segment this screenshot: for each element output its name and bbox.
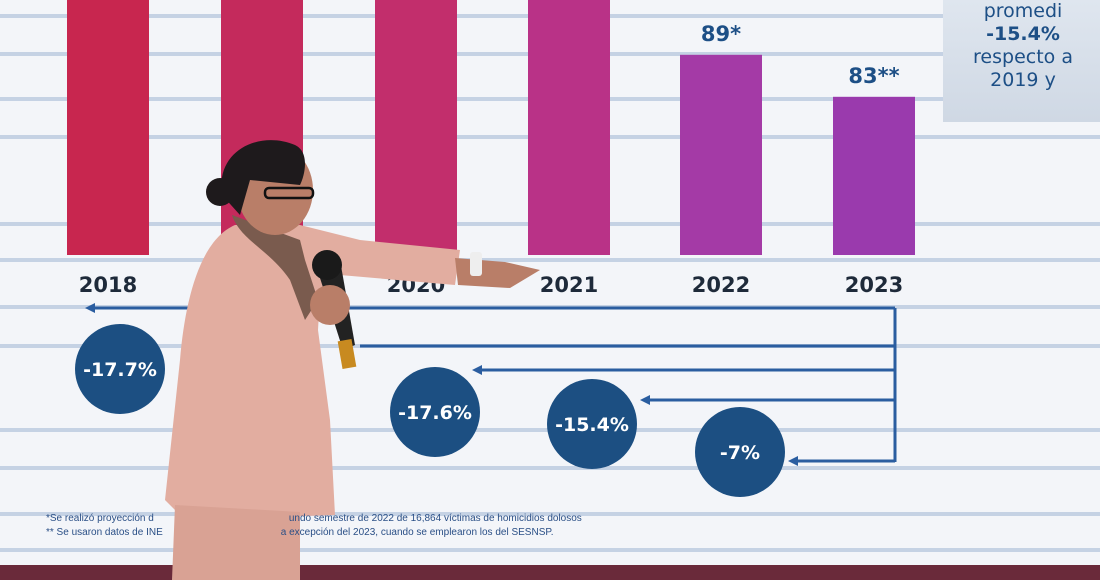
footnote-part: *Se realizó proyección d [46, 513, 154, 524]
change-label-2021: -15.4% [555, 414, 629, 436]
grid-line [0, 466, 1100, 470]
summary-box: promedi -15.4% respecto a 2019 y [943, 0, 1100, 122]
screen-bottom-edge [0, 565, 1100, 580]
grid-line [0, 548, 1100, 552]
bars [67, 0, 915, 255]
data-label-2023: 83** [848, 64, 899, 88]
change-label-2020: -17.6% [398, 402, 472, 424]
bar-2023 [833, 96, 915, 255]
footnote-part: a excepción del 2023, cuando se emplearo… [280, 527, 554, 538]
change-circle-2022 [695, 407, 785, 497]
tick-label-2018: 2018 [79, 273, 137, 297]
bar-2022 [680, 54, 762, 255]
presenter [165, 140, 540, 580]
footnote-2: ** Se usaron datos de INE a excepción del… [46, 527, 554, 538]
change-circle-2020 [390, 367, 480, 457]
tick-label-2022: 2022 [692, 273, 750, 297]
grid-line [0, 512, 1100, 516]
footnote-part: undo semestre de 2022 de 16,864 víctimas… [288, 513, 582, 524]
summary-line: promedi [983, 0, 1063, 22]
summary-line: respecto a [973, 46, 1073, 68]
bar-2021 [528, 0, 610, 255]
summary-percent: -15.4% [986, 23, 1060, 45]
arrow-head [788, 456, 798, 466]
footnote-part: ** Se usaron datos de INE [46, 527, 163, 538]
arrow-head [85, 303, 95, 313]
arrow-head [640, 395, 650, 405]
arrow-head [472, 365, 482, 375]
tick-label-2021: 2021 [540, 273, 598, 297]
change-label-2022: -7% [720, 442, 760, 464]
grid-line [0, 258, 1100, 262]
tick-label-2023: 2023 [845, 273, 903, 297]
data-label-2022: 89* [701, 22, 741, 46]
bar-2018 [67, 0, 149, 255]
bar-2020 [375, 0, 457, 255]
change-circle-2018 [75, 324, 165, 414]
change-label-2018: -17.7% [83, 359, 157, 381]
change-circle-2021 [547, 379, 637, 469]
footnote-1: *Se realizó proyección d undo semestre de… [46, 513, 582, 524]
summary-line: 2019 y [990, 69, 1056, 91]
